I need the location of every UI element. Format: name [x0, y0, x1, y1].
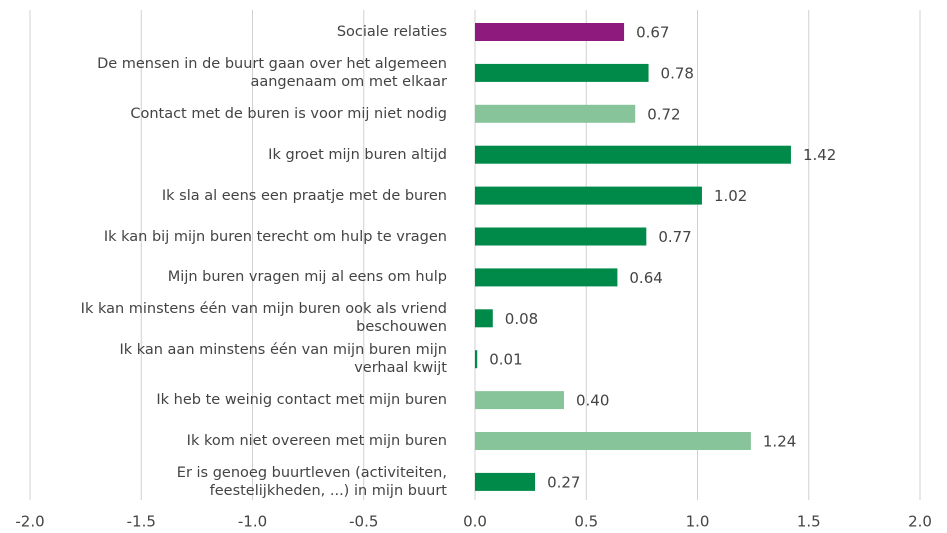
category-label: Ik kan minstens één van mijn buren ook a…	[80, 301, 447, 336]
x-tick-label: -0.5	[349, 513, 378, 531]
x-tick-label: 1.5	[797, 513, 821, 531]
category-label: Sociale relaties	[336, 24, 447, 40]
value-label: 1.42	[803, 146, 836, 164]
bar	[475, 63, 649, 82]
x-tick-label: 1.0	[686, 513, 710, 531]
bar	[475, 104, 636, 123]
x-tick-label: -1.0	[238, 513, 267, 531]
bar	[475, 23, 625, 41]
bar	[475, 472, 536, 491]
category-label: Contact met de buren is voor mij niet no…	[130, 105, 447, 122]
value-label: 0.27	[547, 473, 580, 491]
bar	[475, 350, 478, 369]
bar	[475, 186, 702, 205]
bar	[475, 145, 791, 164]
x-tick-label: -1.5	[127, 513, 156, 531]
category-label: Ik kom niet overeen met mijn buren	[186, 433, 447, 449]
value-label: 0.67	[636, 24, 669, 42]
value-label: 0.01	[489, 351, 522, 369]
value-label: 0.77	[658, 228, 691, 246]
value-label: 0.72	[647, 105, 680, 123]
x-tick-label: 0.0	[463, 513, 487, 531]
x-tick-label: -2.0	[15, 513, 44, 531]
value-label: 0.40	[576, 392, 609, 410]
bar	[475, 309, 493, 328]
value-label: 1.02	[714, 187, 747, 205]
category-label: Ik sla al eens een praatje met de buren	[161, 187, 447, 204]
category-label: Er is genoeg buurtleven (activiteiten, f…	[176, 464, 447, 499]
category-label: Mijn buren vragen mij al eens om hulp	[167, 269, 447, 286]
category-label: Ik kan aan minstens één van mijn buren m…	[119, 342, 447, 377]
value-label: 1.24	[763, 433, 796, 451]
bar	[475, 227, 647, 246]
category-label: Ik groet mijn buren altijd	[268, 146, 447, 163]
x-tick-label: 0.5	[574, 513, 598, 531]
x-tick-label: 2.0	[908, 513, 932, 531]
category-label: Ik kan bij mijn buren terecht om hulp te…	[103, 228, 447, 245]
category-label: De mensen in de buurt gaan over het alge…	[97, 55, 447, 90]
value-label: 0.64	[629, 269, 662, 287]
value-label: 0.08	[505, 310, 538, 328]
category-label: Ik heb te weinig contact met mijn buren	[156, 392, 447, 409]
bar	[475, 391, 564, 410]
value-label: 0.78	[661, 64, 694, 82]
bar	[475, 268, 618, 287]
bar	[475, 432, 751, 450]
